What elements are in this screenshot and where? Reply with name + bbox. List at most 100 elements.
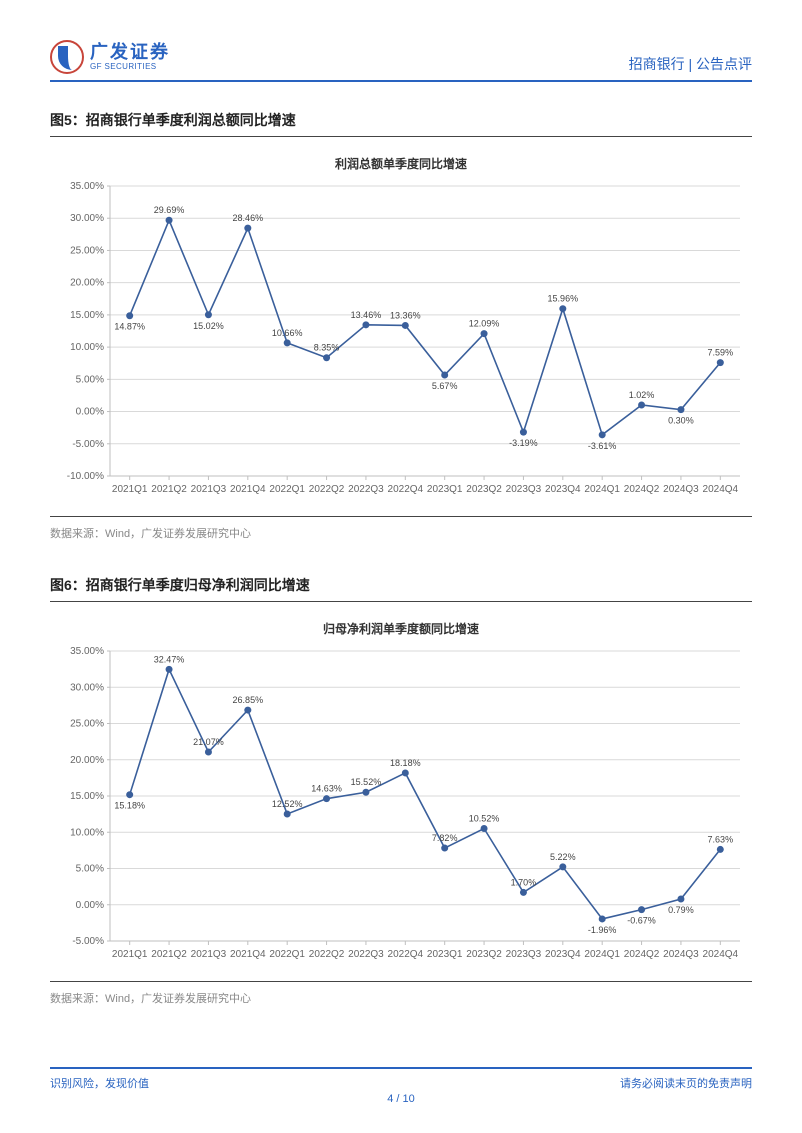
svg-text:14.63%: 14.63% bbox=[311, 784, 342, 794]
svg-text:15.18%: 15.18% bbox=[114, 801, 145, 811]
svg-text:30.00%: 30.00% bbox=[70, 213, 104, 224]
svg-text:10.66%: 10.66% bbox=[272, 328, 303, 338]
svg-text:2022Q2: 2022Q2 bbox=[309, 484, 345, 495]
svg-text:2023Q4: 2023Q4 bbox=[545, 484, 581, 495]
svg-text:12.52%: 12.52% bbox=[272, 799, 303, 809]
svg-text:2024Q1: 2024Q1 bbox=[584, 484, 620, 495]
svg-text:2021Q3: 2021Q3 bbox=[191, 949, 227, 960]
svg-text:26.85%: 26.85% bbox=[233, 695, 264, 705]
svg-text:10.00%: 10.00% bbox=[70, 342, 104, 353]
svg-text:20.00%: 20.00% bbox=[70, 755, 104, 766]
svg-text:1.70%: 1.70% bbox=[511, 877, 537, 887]
svg-text:18.18%: 18.18% bbox=[390, 758, 421, 768]
svg-text:30.00%: 30.00% bbox=[70, 682, 104, 693]
svg-text:5.67%: 5.67% bbox=[432, 381, 458, 391]
logo-text-en: GF SECURITIES bbox=[90, 63, 170, 72]
chart-6-svg: -5.00% 0.00% 5.00% 10.00% 15.00% 20.00% 25.00%… bbox=[50, 641, 752, 971]
svg-text:2022Q3: 2022Q3 bbox=[348, 949, 384, 960]
svg-text:2023Q3: 2023Q3 bbox=[506, 484, 542, 495]
svg-text:15.52%: 15.52% bbox=[351, 777, 382, 787]
svg-text:2024Q2: 2024Q2 bbox=[624, 484, 660, 495]
svg-text:-0.67%: -0.67% bbox=[627, 916, 656, 926]
svg-text:2021Q3: 2021Q3 bbox=[191, 484, 227, 495]
svg-text:2023Q1: 2023Q1 bbox=[427, 949, 463, 960]
svg-text:35.00%: 35.00% bbox=[70, 646, 104, 657]
svg-text:7.82%: 7.82% bbox=[432, 833, 458, 843]
svg-text:20.00%: 20.00% bbox=[70, 278, 104, 289]
svg-text:15.02%: 15.02% bbox=[193, 321, 224, 331]
svg-text:0.30%: 0.30% bbox=[668, 416, 694, 426]
svg-text:2024Q2: 2024Q2 bbox=[624, 949, 660, 960]
figure-6-caption: 图6：招商银行单季度归母净利润同比增速 bbox=[50, 575, 752, 602]
svg-text:-5.00%: -5.00% bbox=[72, 439, 104, 450]
svg-text:2024Q4: 2024Q4 bbox=[703, 484, 739, 495]
svg-text:2023Q2: 2023Q2 bbox=[466, 484, 502, 495]
svg-text:-1.96%: -1.96% bbox=[588, 925, 617, 935]
svg-text:-3.61%: -3.61% bbox=[588, 441, 617, 451]
svg-text:2022Q1: 2022Q1 bbox=[269, 949, 305, 960]
svg-text:1.02%: 1.02% bbox=[629, 390, 655, 400]
header-right-text: 招商银行 | 公告点评 bbox=[629, 54, 752, 74]
svg-text:15.00%: 15.00% bbox=[70, 310, 104, 321]
chart-5-title: 利润总额单季度同比增速 bbox=[50, 147, 752, 176]
chart-5-source: 数据来源：Wind，广发证券发展研究中心 bbox=[50, 517, 752, 541]
chart-5-svg: -10.00% -5.00% 0.00% 5.00% 10.00% 15.00% 20.00… bbox=[50, 176, 752, 506]
svg-text:2024Q1: 2024Q1 bbox=[584, 949, 620, 960]
svg-text:29.69%: 29.69% bbox=[154, 205, 185, 215]
svg-text:2022Q2: 2022Q2 bbox=[309, 949, 345, 960]
svg-text:2022Q4: 2022Q4 bbox=[388, 949, 424, 960]
svg-text:5.22%: 5.22% bbox=[550, 852, 576, 862]
svg-text:2021Q4: 2021Q4 bbox=[230, 484, 266, 495]
chart-6-title: 归母净利润单季度额同比增速 bbox=[50, 612, 752, 641]
svg-text:5.00%: 5.00% bbox=[76, 374, 104, 385]
svg-text:21.07%: 21.07% bbox=[193, 737, 224, 747]
svg-text:32.47%: 32.47% bbox=[154, 654, 185, 664]
svg-text:2022Q4: 2022Q4 bbox=[388, 484, 424, 495]
svg-text:0.00%: 0.00% bbox=[76, 900, 104, 911]
svg-text:-5.00%: -5.00% bbox=[72, 936, 104, 947]
logo: 广发证券 GF SECURITIES bbox=[50, 40, 170, 74]
svg-text:5.00%: 5.00% bbox=[76, 864, 104, 875]
svg-text:25.00%: 25.00% bbox=[70, 245, 104, 256]
chart-5-box: 利润总额单季度同比增速 -10.00% -5.00% 0.00% 5.00% 10.00… bbox=[50, 147, 752, 517]
svg-text:10.52%: 10.52% bbox=[469, 813, 500, 823]
svg-text:12.09%: 12.09% bbox=[469, 319, 500, 329]
svg-text:2023Q1: 2023Q1 bbox=[427, 484, 463, 495]
figure-5-caption: 图5：招商银行单季度利润总额同比增速 bbox=[50, 110, 752, 137]
footer-left: 识别风险，发现价值 bbox=[50, 1075, 149, 1091]
svg-text:2024Q3: 2024Q3 bbox=[663, 949, 699, 960]
svg-text:15.00%: 15.00% bbox=[70, 791, 104, 802]
svg-text:7.59%: 7.59% bbox=[708, 348, 734, 358]
svg-text:0.00%: 0.00% bbox=[76, 407, 104, 418]
svg-text:-10.00%: -10.00% bbox=[67, 471, 104, 482]
logo-text-cn: 广发证券 bbox=[90, 43, 170, 63]
svg-text:8.35%: 8.35% bbox=[314, 343, 340, 353]
svg-text:-3.19%: -3.19% bbox=[509, 438, 538, 448]
logo-icon bbox=[50, 40, 84, 74]
svg-text:7.63%: 7.63% bbox=[708, 834, 734, 844]
svg-text:2021Q2: 2021Q2 bbox=[151, 484, 187, 495]
svg-text:14.87%: 14.87% bbox=[114, 322, 145, 332]
footer-right: 请务必阅读末页的免责声明 bbox=[620, 1075, 752, 1091]
chart-6-source: 数据来源：Wind，广发证券发展研究中心 bbox=[50, 982, 752, 1006]
svg-text:25.00%: 25.00% bbox=[70, 719, 104, 730]
svg-text:2024Q3: 2024Q3 bbox=[663, 484, 699, 495]
svg-text:2021Q1: 2021Q1 bbox=[112, 949, 148, 960]
svg-text:15.96%: 15.96% bbox=[548, 294, 579, 304]
svg-text:10.00%: 10.00% bbox=[70, 827, 104, 838]
svg-text:13.46%: 13.46% bbox=[351, 310, 382, 320]
page-header: 广发证券 GF SECURITIES 招商银行 | 公告点评 bbox=[50, 40, 752, 82]
svg-text:13.36%: 13.36% bbox=[390, 310, 421, 320]
svg-text:0.79%: 0.79% bbox=[668, 905, 694, 915]
svg-text:2023Q4: 2023Q4 bbox=[545, 949, 581, 960]
svg-text:2021Q4: 2021Q4 bbox=[230, 949, 266, 960]
svg-text:2021Q2: 2021Q2 bbox=[151, 949, 187, 960]
svg-text:2023Q3: 2023Q3 bbox=[506, 949, 542, 960]
page-footer: 识别风险，发现价值 请务必阅读末页的免责声明 4 / 10 bbox=[50, 1067, 752, 1105]
svg-text:28.46%: 28.46% bbox=[233, 213, 264, 223]
svg-text:2022Q1: 2022Q1 bbox=[269, 484, 305, 495]
figure-5: 图5：招商银行单季度利润总额同比增速 利润总额单季度同比增速 -10.00% -5… bbox=[50, 110, 752, 541]
svg-text:2021Q1: 2021Q1 bbox=[112, 484, 148, 495]
figure-6: 图6：招商银行单季度归母净利润同比增速 归母净利润单季度额同比增速 -5.00%… bbox=[50, 575, 752, 1006]
svg-text:2024Q4: 2024Q4 bbox=[703, 949, 739, 960]
